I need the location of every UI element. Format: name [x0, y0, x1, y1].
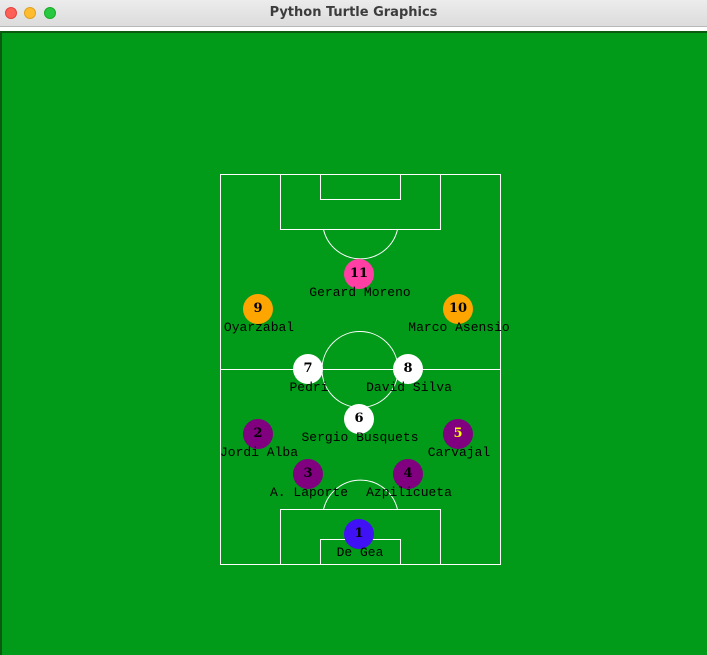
- close-window-button[interactable]: [5, 7, 17, 19]
- player-name: Jordi Alba: [219, 445, 299, 460]
- player-marker: 5: [443, 419, 473, 449]
- maximize-window-button[interactable]: [44, 7, 56, 19]
- player-name: Azpilicueta: [366, 485, 452, 500]
- top-penalty-arc: [323, 229, 398, 260]
- turtle-canvas[interactable]: 1 De Gea 2 Jordi Alba 3 A. Laporte 4 Azpilicuet…: [0, 31, 707, 655]
- player-name: Oyarzabal: [223, 320, 295, 335]
- player-marker: 11: [344, 259, 374, 289]
- player-marker: 4: [393, 459, 423, 489]
- minimize-window-button[interactable]: [24, 7, 36, 19]
- player-marker: 2: [243, 419, 273, 449]
- player-marker: 3: [293, 459, 323, 489]
- player-marker: 10: [443, 294, 473, 324]
- player-marker: 1: [344, 519, 374, 549]
- player-name: Marco Asensio: [408, 320, 510, 335]
- player-name: Carvajal: [427, 445, 491, 460]
- player-name: Sergio Busquets: [301, 430, 419, 445]
- pitch-lines: [220, 174, 501, 565]
- top-goal-box: [320, 174, 401, 200]
- player-name: Gerard Moreno: [309, 285, 411, 300]
- player-name: Pedri: [289, 380, 329, 395]
- player-name: David Silva: [366, 380, 452, 395]
- player-name: De Gea: [336, 545, 384, 560]
- player-name: A. Laporte: [269, 485, 349, 500]
- top-penalty-box: [280, 174, 441, 230]
- player-marker: 6: [344, 404, 374, 434]
- bottom-penalty-arc: [323, 479, 398, 510]
- window-title: Python Turtle Graphics: [269, 5, 438, 20]
- player-marker: 8: [393, 354, 423, 384]
- window-titlebar: Python Turtle Graphics: [0, 0, 707, 27]
- player-marker: 9: [243, 294, 273, 324]
- player-marker: 7: [293, 354, 323, 384]
